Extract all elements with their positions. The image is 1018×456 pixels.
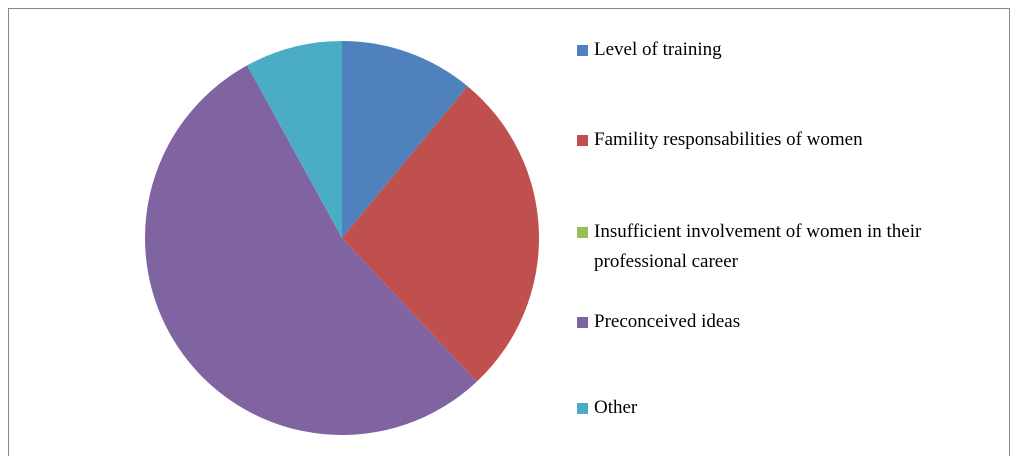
legend-entry: Famility responsabilities of women <box>577 125 1017 155</box>
legend-swatch <box>577 403 588 414</box>
legend-entry: Level of training <box>577 35 1017 65</box>
legend-swatch <box>577 227 588 238</box>
pie-slice <box>342 86 539 382</box>
legend-label: Insufficient involvement of women in the… <box>594 221 922 272</box>
pie-slice <box>247 41 342 238</box>
legend-entry: Preconceived ideas <box>577 307 1017 337</box>
chart-frame <box>8 8 1010 456</box>
legend-swatch <box>577 45 588 56</box>
legend-entry: Insufficient involvement of women in the… <box>577 217 1017 277</box>
legend-label: Level of training <box>594 39 722 60</box>
pie-slice <box>144 65 477 436</box>
legend-swatch <box>577 135 588 146</box>
legend-swatch <box>577 317 588 328</box>
legend-label: Preconceived ideas <box>594 311 741 332</box>
pie-slice <box>342 41 468 238</box>
legend-label: Famility responsabilities of women <box>594 129 863 150</box>
legend-entry: Other <box>577 393 1017 423</box>
legend-label: Other <box>594 397 638 418</box>
